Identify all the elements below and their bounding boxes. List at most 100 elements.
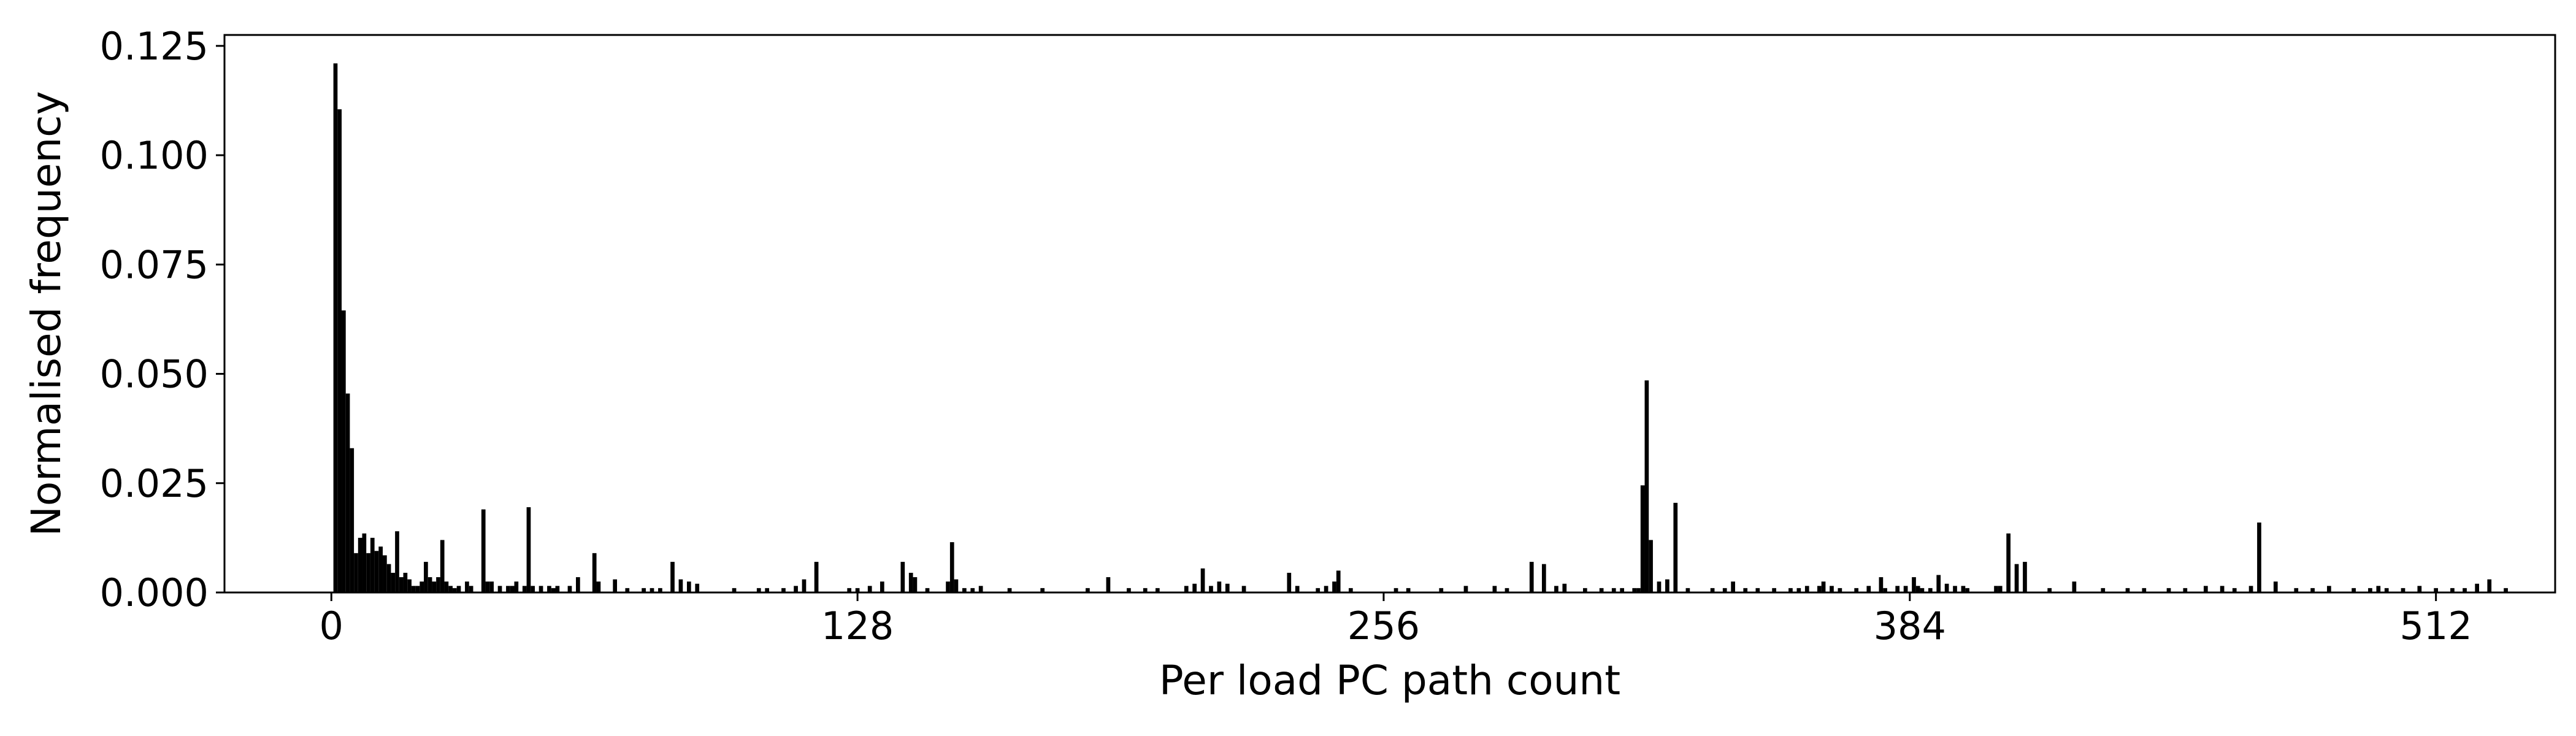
bar — [2327, 586, 2331, 592]
bar — [2232, 588, 2237, 592]
bar — [362, 533, 367, 592]
bar — [1895, 586, 1900, 592]
bar — [567, 586, 572, 592]
bar — [1040, 588, 1045, 592]
bar — [1817, 586, 1822, 592]
bar — [2450, 588, 2455, 592]
bar-series — [333, 63, 2508, 593]
bar — [456, 586, 461, 592]
bar — [625, 588, 630, 592]
bar — [576, 577, 580, 592]
bar — [440, 540, 445, 592]
bar — [1821, 581, 1826, 592]
bar — [420, 581, 424, 592]
bar — [1393, 588, 1398, 592]
bar — [1953, 586, 1957, 592]
bar — [469, 586, 473, 592]
bar — [1830, 586, 1834, 592]
bar — [1854, 588, 1859, 592]
bar — [1155, 588, 1160, 592]
bar — [1200, 568, 1205, 592]
y-tick-label: 0.000 — [100, 570, 209, 615]
bar — [1936, 575, 1941, 592]
bar — [1636, 588, 1641, 592]
bar — [1582, 588, 1587, 592]
bar — [867, 586, 872, 592]
bar — [695, 583, 700, 592]
bar — [333, 63, 338, 593]
bar — [1731, 581, 1735, 592]
bar — [2384, 588, 2389, 592]
bar — [1912, 577, 1916, 592]
bar — [551, 588, 556, 592]
bar — [1599, 588, 1604, 592]
bar — [555, 586, 560, 592]
bar — [962, 588, 967, 592]
bar — [1649, 540, 1653, 592]
bar — [1632, 588, 1637, 592]
y-tick-label: 0.100 — [100, 133, 209, 178]
bar — [1562, 583, 1567, 592]
bar — [1961, 586, 1966, 592]
bar — [1007, 588, 1012, 592]
bar — [1209, 586, 1213, 592]
y-axis: 0.000 0.025 0.050 0.075 0.100 0.125 — [100, 24, 224, 615]
bar — [2220, 586, 2225, 592]
bar — [2273, 581, 2278, 592]
bar — [547, 586, 551, 592]
x-tick-label: 384 — [1874, 604, 1946, 648]
bar — [1324, 586, 1328, 592]
bar — [650, 588, 654, 592]
bar — [2504, 588, 2508, 592]
plot-area-frame — [223, 34, 2556, 594]
bar — [2401, 588, 2405, 592]
x-tick-label: 512 — [2399, 604, 2472, 648]
bar — [1316, 588, 1321, 592]
bar — [383, 555, 387, 592]
bar — [880, 581, 884, 592]
bar — [526, 507, 531, 592]
bar — [946, 581, 950, 592]
bar — [2047, 588, 2052, 592]
bar — [1944, 583, 1949, 592]
bar — [1332, 581, 1336, 592]
bar — [1657, 581, 1662, 592]
bar — [2475, 583, 2480, 592]
bar — [386, 564, 391, 592]
bar — [1529, 562, 1534, 592]
bar — [1994, 586, 1998, 592]
bar — [1492, 586, 1497, 592]
bar — [613, 579, 618, 592]
bar — [415, 586, 420, 592]
bar — [949, 542, 954, 592]
bar — [794, 586, 798, 592]
bar — [670, 562, 675, 592]
bar — [424, 562, 428, 592]
bar — [1788, 588, 1793, 592]
bar — [2142, 588, 2147, 592]
bar — [539, 586, 543, 592]
bar — [1241, 586, 1246, 592]
y-tick-label: 0.125 — [100, 24, 209, 69]
bar — [444, 581, 449, 592]
bar — [908, 572, 913, 592]
bar — [642, 588, 646, 592]
y-axis-title: Normalised frequency — [23, 91, 70, 536]
bar — [686, 581, 691, 592]
bar — [378, 546, 383, 592]
bar — [510, 586, 515, 592]
bar — [522, 586, 527, 592]
bar — [1928, 588, 1933, 592]
bar — [395, 531, 399, 592]
bar — [497, 586, 502, 592]
bar — [2294, 588, 2299, 592]
bar — [1439, 588, 1444, 592]
bar — [596, 581, 601, 592]
bar — [802, 579, 807, 592]
bar — [954, 579, 959, 592]
bar — [2463, 588, 2467, 592]
bar — [970, 588, 975, 592]
bar — [1217, 581, 1222, 592]
bar — [1673, 502, 1678, 592]
